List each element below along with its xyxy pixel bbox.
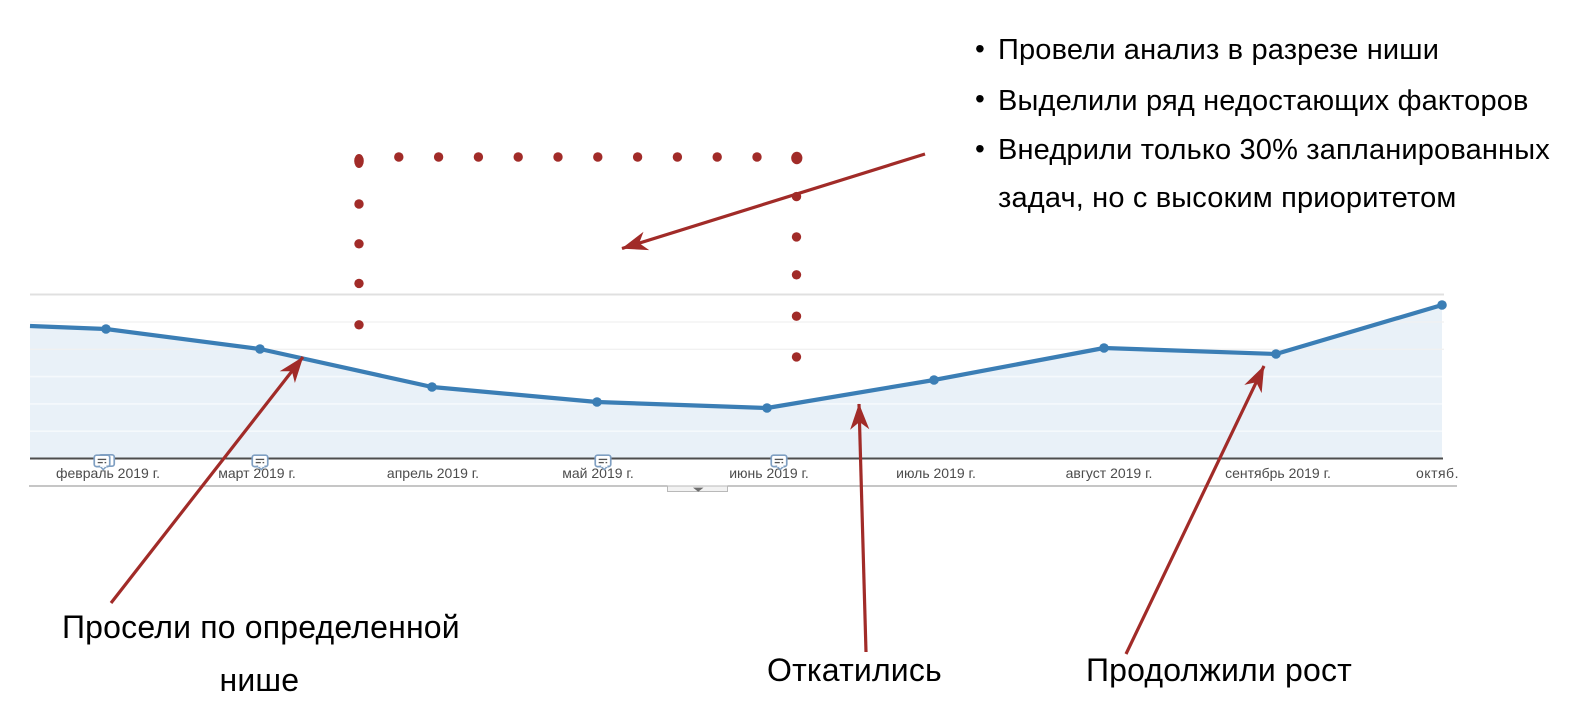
svg-text:апрель 2019 г.: апрель 2019 г. <box>387 465 479 481</box>
svg-text:август 2019 г.: август 2019 г. <box>1066 465 1153 481</box>
svg-text:март 2019 г.: март 2019 г. <box>218 465 296 481</box>
svg-text:июнь 2019 г.: июнь 2019 г. <box>729 465 809 481</box>
svg-text:февраль 2019 г.: февраль 2019 г. <box>56 465 160 481</box>
svg-text:июль 2019 г.: июль 2019 г. <box>896 465 976 481</box>
svg-text:сентябрь 2019 г.: сентябрь 2019 г. <box>1225 465 1331 481</box>
svg-text:октяб.: октяб. <box>1416 465 1459 481</box>
svg-text:май 2019 г.: май 2019 г. <box>562 465 633 481</box>
